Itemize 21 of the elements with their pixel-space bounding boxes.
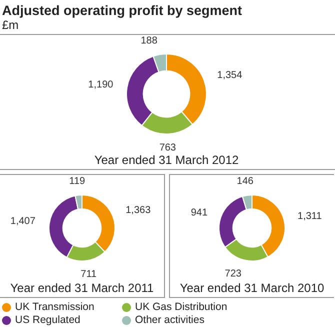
legend-label: US Regulated bbox=[15, 314, 80, 327]
data-label: 1,407 bbox=[10, 216, 36, 228]
data-label: 763 bbox=[159, 142, 176, 154]
data-label: 146 bbox=[236, 176, 254, 188]
text: Year ended 31 March 2012 bbox=[93, 153, 240, 167]
text: Year ended 31 March 2010 bbox=[178, 281, 326, 295]
legend-label: UK Gas Distribution bbox=[135, 301, 228, 314]
data-label: 188 bbox=[140, 35, 158, 46]
data-label: 941 bbox=[190, 207, 208, 218]
text: Year ended 31 March 2011 bbox=[9, 281, 155, 295]
data-label: 711 bbox=[80, 269, 98, 280]
data-label: 1,311 bbox=[298, 210, 322, 222]
data-label: 119 bbox=[69, 176, 86, 187]
legend-label: Other activities bbox=[135, 314, 204, 327]
legend-label: UK Transmission bbox=[15, 301, 94, 314]
data-label: 1,190 bbox=[88, 80, 114, 91]
chart-subtitle: £m bbox=[1, 18, 20, 32]
data-label: 1,354 bbox=[217, 70, 243, 81]
chart-title: Adjusted operating profit by segment bbox=[1, 2, 244, 18]
data-label: 723 bbox=[224, 268, 242, 280]
data-label: 1,363 bbox=[126, 205, 152, 216]
